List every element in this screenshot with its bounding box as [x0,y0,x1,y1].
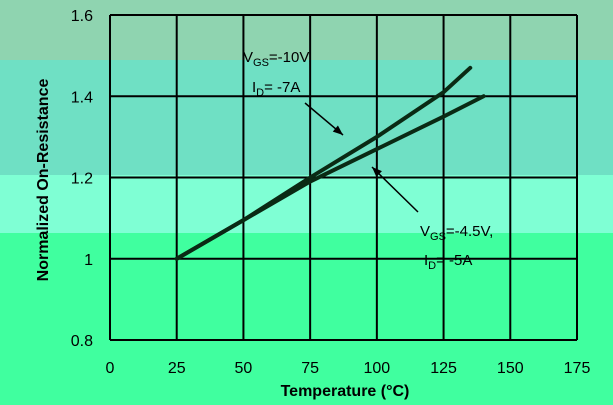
y-tick-label-1: 1 [84,252,93,269]
arrow-10v-head [332,125,343,135]
y-axis-label: Normalized On-Resistance [35,79,52,282]
x-tick-label-2: 50 [235,360,253,377]
x-tick-label-5: 125 [430,360,457,377]
y-tick-label-0: 0.8 [71,333,93,350]
arrow-4-5v-head [372,167,382,177]
x-tick-label-1: 25 [168,360,186,377]
band-mid [0,60,613,175]
annotations: VGS=-10V, ID= -7A VGS=-4.5V, ID= -5A [243,49,493,272]
y-tick-label-3: 1.4 [71,89,93,106]
x-tick-label-6: 150 [497,360,524,377]
series-group [174,65,486,261]
y-tick-label-4: 1.6 [71,8,93,25]
annotation-vgs-0: VGS=-10V, [243,49,312,69]
y-tick-label-2: 1.2 [71,171,93,188]
x-tick-label-0: 0 [106,360,115,377]
arrow-4-5v [371,166,419,213]
x-tick-label-3: 75 [301,360,319,377]
annotation-id-1: ID= -5A [424,252,472,272]
x-tick-label-4: 100 [364,360,391,377]
x-tick-label-7: 175 [564,360,591,377]
grid [109,14,578,341]
tick-labels: 0 25 50 75 100 125 150 175 0.8 1 1.2 1.4 1.6 [71,8,591,377]
x-axis-label: Temperature (°C) [281,383,410,400]
annotation-id-0: ID= -7A [252,79,300,99]
annotation-vgs-1: VGS=-4.5V, [420,223,493,243]
series-line-1 [174,94,486,261]
